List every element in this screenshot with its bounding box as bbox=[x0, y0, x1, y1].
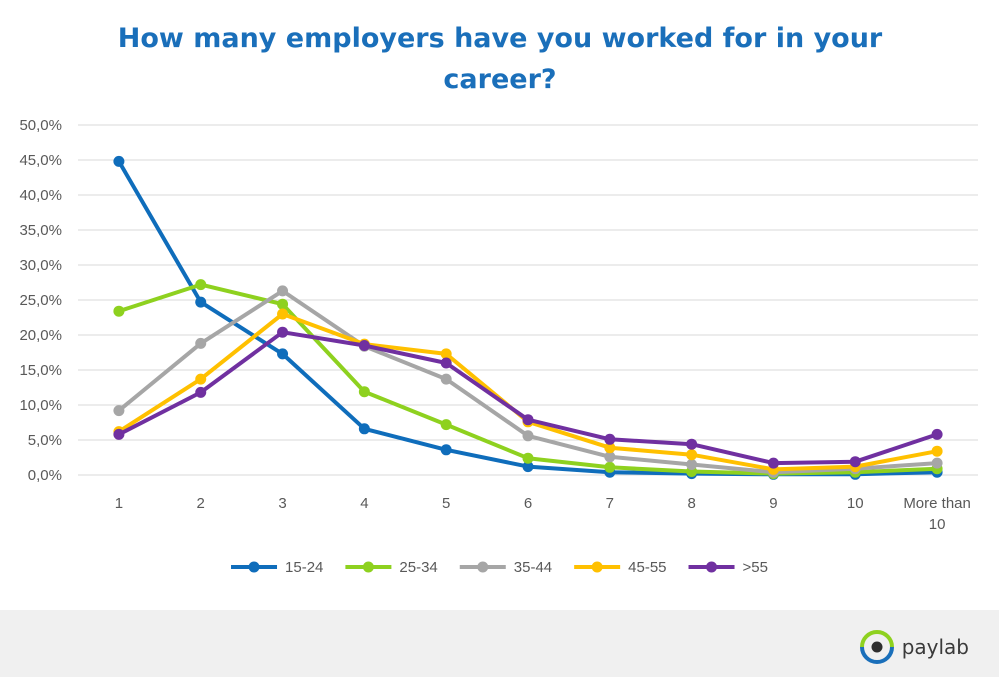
x-tick-label: 7 bbox=[606, 495, 614, 512]
x-tick-label: 6 bbox=[524, 495, 532, 512]
chart-area: How many employers have you worked for i… bbox=[19, 23, 978, 576]
data-point bbox=[522, 414, 534, 426]
data-point bbox=[604, 451, 616, 463]
legend-label: 35-44 bbox=[514, 559, 552, 576]
y-tick-label: 10,0% bbox=[19, 397, 62, 414]
data-point bbox=[277, 285, 289, 297]
legend-swatch-marker bbox=[248, 561, 260, 573]
x-tick-label: 5 bbox=[442, 495, 450, 512]
data-point bbox=[195, 373, 207, 385]
footer: paylab bbox=[0, 610, 999, 677]
data-point bbox=[440, 357, 452, 369]
data-point bbox=[195, 296, 207, 308]
y-tick-label: 35,0% bbox=[19, 222, 62, 239]
data-point bbox=[277, 326, 289, 338]
legend-label: 45-55 bbox=[628, 559, 666, 576]
data-point bbox=[358, 340, 370, 351]
data-point bbox=[931, 428, 943, 440]
data-point bbox=[277, 308, 289, 320]
data-point bbox=[604, 461, 616, 473]
line-chart: 0,0% 5,0% 10,0% 15,0% 20,0% 25,0% 30,0% 35,0% 40… bbox=[19, 117, 978, 576]
data-point bbox=[113, 305, 125, 317]
y-tick-label: 30,0% bbox=[19, 257, 62, 274]
x-tick-label: 4 bbox=[360, 495, 368, 512]
legend-swatch-marker bbox=[362, 561, 374, 573]
series-line bbox=[117, 312, 938, 472]
x-tick-label: 1 bbox=[115, 495, 123, 512]
x-tick-label: 9 bbox=[769, 495, 777, 512]
data-point bbox=[195, 386, 207, 398]
data-point bbox=[931, 457, 943, 469]
series-line bbox=[117, 288, 938, 475]
y-tick-label: 40,0% bbox=[19, 187, 62, 204]
y-tick-label: 5,0% bbox=[28, 432, 62, 449]
y-tick-label: 0,0% bbox=[28, 467, 62, 484]
y-tick-label: 50,0% bbox=[19, 117, 62, 134]
series-line bbox=[118, 282, 938, 476]
data-point bbox=[277, 348, 289, 360]
legend-swatch-marker bbox=[706, 561, 718, 573]
data-point bbox=[113, 155, 125, 167]
y-tick-label: 45,0% bbox=[19, 152, 62, 169]
chart-title: How many employers have you worked for i… bbox=[117, 23, 883, 95]
data-point bbox=[358, 423, 370, 435]
data-point bbox=[440, 348, 452, 360]
data-point bbox=[358, 386, 370, 398]
data-point bbox=[931, 445, 943, 457]
data-point bbox=[686, 438, 698, 450]
legend-swatch-marker bbox=[477, 561, 489, 573]
y-tick-label: 25,0% bbox=[19, 292, 62, 309]
data-point bbox=[686, 449, 698, 461]
x-tick-label-line2: 10 bbox=[929, 516, 946, 533]
data-point bbox=[522, 461, 534, 473]
series-line bbox=[117, 330, 938, 466]
data-point bbox=[113, 405, 125, 417]
x-tick-label: 10 bbox=[847, 495, 864, 512]
x-tick-label: 8 bbox=[687, 495, 695, 512]
data-point bbox=[604, 442, 616, 454]
data-point bbox=[522, 452, 534, 464]
legend-label: >55 bbox=[743, 559, 768, 576]
legend-label: 25-34 bbox=[399, 559, 437, 576]
data-point bbox=[604, 433, 616, 445]
data-point bbox=[522, 430, 534, 442]
legend-swatch-marker bbox=[591, 561, 603, 573]
x-tick-label: 3 bbox=[278, 495, 286, 512]
data-point bbox=[195, 279, 207, 291]
x-tick-label: More than bbox=[903, 495, 971, 512]
data-point bbox=[195, 337, 207, 349]
data-point bbox=[440, 419, 452, 431]
data-point bbox=[113, 428, 125, 440]
x-tick-label: 2 bbox=[197, 495, 205, 512]
paylab-eye-icon bbox=[859, 630, 894, 664]
data-point bbox=[686, 459, 698, 470]
y-tick-label: 20,0% bbox=[19, 327, 62, 344]
data-point bbox=[440, 444, 452, 456]
data-point bbox=[767, 457, 779, 469]
data-point bbox=[849, 456, 861, 468]
brand-logo: paylab bbox=[858, 628, 969, 666]
data-point bbox=[440, 373, 452, 385]
y-tick-label: 15,0% bbox=[19, 362, 62, 379]
legend-label: 15-24 bbox=[285, 559, 323, 576]
brand-name: paylab bbox=[901, 635, 969, 659]
data-point bbox=[277, 298, 289, 310]
